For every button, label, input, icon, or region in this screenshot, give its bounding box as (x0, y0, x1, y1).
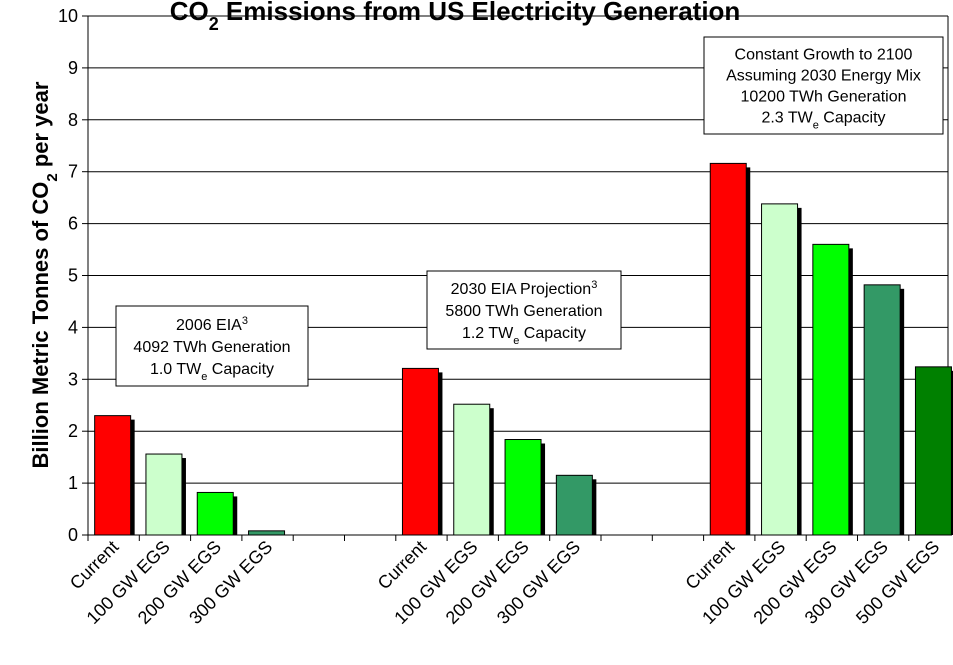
annotation-line: 2006 EIA3 (176, 315, 248, 334)
y-tick-label: 8 (68, 110, 78, 130)
bar (813, 244, 849, 535)
y-tick-label: 9 (68, 58, 78, 78)
y-axis-label: Billion Metric Tonnes of CO2 per year (28, 81, 61, 468)
bar (249, 531, 285, 535)
chart-title: CO2 Emissions from US Electricity Genera… (170, 0, 741, 34)
bar (197, 492, 233, 535)
bar (762, 204, 798, 535)
bar (864, 285, 900, 535)
y-tick-label: 6 (68, 214, 78, 234)
annotation-line: 4092 TWh Generation (133, 339, 290, 356)
bar (556, 475, 592, 535)
bar (454, 404, 490, 535)
y-tick-label: 5 (68, 266, 78, 286)
bar (146, 454, 182, 535)
annotation-line: 2030 EIA Projection3 (451, 279, 598, 298)
bar (915, 367, 951, 535)
annotation-line: Assuming 2030 Energy Mix (726, 68, 921, 85)
y-tick-label: 3 (68, 369, 78, 389)
y-tick-label: 10 (58, 6, 78, 26)
y-tick-label: 1 (68, 473, 78, 493)
annotation-line: 10200 TWh Generation (740, 89, 906, 106)
annotation-line: Constant Growth to 2100 (735, 47, 913, 64)
annotation-line: 5800 TWh Generation (445, 303, 602, 320)
y-tick-label: 0 (68, 525, 78, 545)
bar (402, 368, 438, 535)
bar (710, 163, 746, 535)
bar (505, 440, 541, 535)
y-tick-label: 7 (68, 162, 78, 182)
bar (95, 416, 131, 535)
y-tick-label: 4 (68, 317, 78, 337)
y-tick-label: 2 (68, 421, 78, 441)
